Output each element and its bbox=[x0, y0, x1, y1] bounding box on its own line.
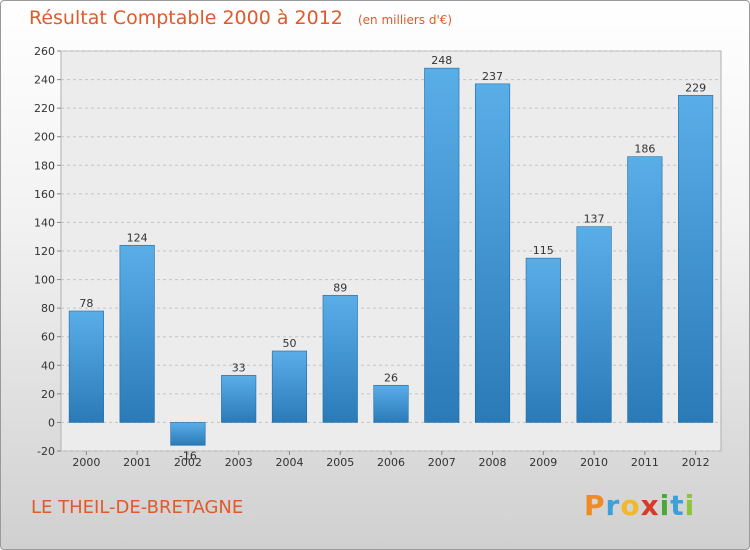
data-label: 115 bbox=[533, 244, 554, 257]
x-tick-label: 2005 bbox=[326, 456, 354, 469]
place-name: LE THEIL-DE-BRETAGNE bbox=[31, 497, 244, 518]
y-tick-label: 200 bbox=[34, 131, 55, 144]
data-label: 186 bbox=[634, 143, 655, 156]
y-tick-label: 20 bbox=[41, 388, 55, 401]
data-label: 26 bbox=[384, 371, 398, 384]
data-label: 50 bbox=[282, 337, 296, 350]
bar-2007 bbox=[424, 67, 460, 423]
data-label: 124 bbox=[127, 231, 148, 244]
x-tick-label: 2011 bbox=[631, 456, 659, 469]
y-tick-label: 100 bbox=[34, 274, 55, 287]
data-label: 137 bbox=[584, 213, 605, 226]
bar-2000 bbox=[68, 310, 104, 423]
logo-letter: i bbox=[659, 489, 671, 522]
x-axis-ticks: 2000 2001 2002 2003 2004 2005 2006 2007 2008 2009… bbox=[72, 451, 710, 469]
x-tick-label: 2003 bbox=[225, 456, 253, 469]
logo-letter: r bbox=[605, 489, 621, 522]
chart-subtitle: (en milliers d'€) bbox=[357, 13, 453, 27]
bar-2009 bbox=[525, 257, 561, 423]
data-label: -16 bbox=[179, 449, 197, 462]
y-tick-label: 260 bbox=[34, 45, 55, 58]
bar-2001 bbox=[119, 244, 155, 423]
logo-letter: t bbox=[670, 489, 685, 522]
y-tick-label: 60 bbox=[41, 331, 55, 344]
y-tick-label: 80 bbox=[41, 302, 55, 315]
y-tick-label: 160 bbox=[34, 188, 55, 201]
y-axis-ticks: -20 0 20 40 60 80 100 120 140 160 180 200 220 240 260 bbox=[34, 45, 55, 458]
y-tick-label: 240 bbox=[34, 74, 55, 87]
bar-2011 bbox=[627, 156, 663, 423]
x-tick-label: 2009 bbox=[529, 456, 557, 469]
logo-letter: x bbox=[640, 489, 660, 522]
x-tick-label: 2000 bbox=[72, 456, 100, 469]
x-tick-label: 2012 bbox=[682, 456, 710, 469]
data-labels: 78 124 -16 33 50 89 26 248 237 115 137 186 229 bbox=[79, 54, 706, 462]
x-tick-label: 2006 bbox=[377, 456, 405, 469]
x-tick-label: 2008 bbox=[479, 456, 507, 469]
x-tick-label: 2002 bbox=[174, 456, 202, 469]
chart-title: Résultat Comptable 2000 à 2012 bbox=[29, 7, 343, 29]
y-tick-label: 40 bbox=[41, 359, 55, 372]
data-label: 89 bbox=[333, 281, 347, 294]
logo-letter: o bbox=[620, 489, 641, 522]
data-label: 78 bbox=[79, 297, 93, 310]
bar-2002 bbox=[170, 422, 206, 446]
logo-letter: i bbox=[684, 489, 696, 522]
y-tick-label: 140 bbox=[34, 216, 55, 229]
x-tick-label: 2004 bbox=[275, 456, 303, 469]
data-label: 33 bbox=[232, 361, 246, 374]
title-row: Résultat Comptable 2000 à 2012 (en milli… bbox=[29, 7, 452, 29]
bar-2004 bbox=[271, 350, 308, 423]
bar-2006 bbox=[373, 384, 409, 423]
bar-2003 bbox=[221, 374, 257, 423]
bar-2010 bbox=[576, 226, 612, 423]
grid-lines bbox=[57, 50, 721, 452]
y-tick-label: 120 bbox=[34, 245, 55, 258]
bar-2005 bbox=[322, 294, 358, 423]
y-tick-label: -20 bbox=[37, 445, 55, 458]
x-tick-label: 2007 bbox=[428, 456, 456, 469]
bar-2012 bbox=[678, 94, 714, 423]
bar-2008 bbox=[474, 83, 511, 423]
logo-letter: P bbox=[584, 489, 606, 522]
y-tick-label: 220 bbox=[34, 102, 55, 115]
x-tick-label: 2010 bbox=[580, 456, 608, 469]
proxiti-logo: Proxiti bbox=[584, 489, 695, 522]
data-label: 229 bbox=[685, 81, 706, 94]
x-tick-label: 2001 bbox=[123, 456, 151, 469]
bars bbox=[68, 67, 714, 446]
data-label: 248 bbox=[431, 54, 452, 67]
data-label: 237 bbox=[482, 70, 503, 83]
y-tick-label: 0 bbox=[48, 416, 55, 429]
y-tick-label: 180 bbox=[34, 159, 55, 172]
